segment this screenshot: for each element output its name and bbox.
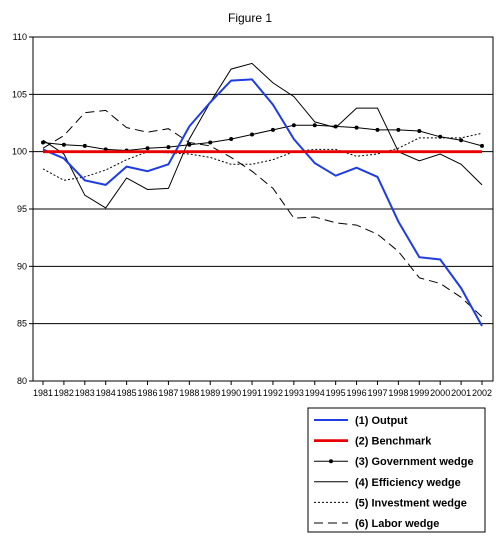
x-tick-label: 1986 xyxy=(138,388,158,398)
x-tick-label: 1997 xyxy=(367,388,387,398)
x-tick-label: 1991 xyxy=(242,388,262,398)
x-tick-label: 1995 xyxy=(326,388,346,398)
x-tick-label: 1987 xyxy=(158,388,178,398)
x-tick-label: 1990 xyxy=(221,388,241,398)
legend-box xyxy=(307,407,486,533)
series-3-point xyxy=(82,143,87,148)
x-tick-label: 1992 xyxy=(263,388,283,398)
x-tick-label: 2000 xyxy=(430,388,450,398)
series-line-5 xyxy=(42,132,483,181)
x-tick-label: 1994 xyxy=(305,388,325,398)
legend: (1) Output (2) Benchmark (3) Government we… xyxy=(307,407,486,533)
x-tick-label: 1985 xyxy=(117,388,137,398)
y-tick-label: 80 xyxy=(17,376,27,386)
x-axis: 1981 1982 1983 1984 1985 1986 1987 1988 1989 1990… xyxy=(33,381,492,398)
series-3-point xyxy=(250,132,255,137)
series-lines xyxy=(41,62,484,327)
legend-label: (6) Labor wedge xyxy=(355,518,439,530)
series-line-6 xyxy=(42,109,483,318)
x-tick-label: 1999 xyxy=(409,388,429,398)
series-3-point xyxy=(333,124,338,129)
series-3-point xyxy=(354,125,359,130)
series-3-point xyxy=(41,140,45,145)
legend-label: (2) Benchmark xyxy=(355,436,432,448)
series-3-point xyxy=(187,142,192,147)
series-line-3 xyxy=(42,124,483,152)
x-tick-label: 1988 xyxy=(179,388,199,398)
y-tick-label: 105 xyxy=(12,89,27,99)
y-tick-label: 90 xyxy=(17,261,27,271)
series-3-point xyxy=(229,137,234,142)
series-3-point xyxy=(480,143,484,148)
series-3-point xyxy=(396,127,401,132)
series-3-point xyxy=(270,127,275,132)
x-tick-label: 2001 xyxy=(451,388,471,398)
series-3-point xyxy=(375,127,380,132)
x-tick-label: 1982 xyxy=(54,388,74,398)
series-3-point xyxy=(166,145,171,150)
series-line-4 xyxy=(42,62,483,209)
y-tick-label: 85 xyxy=(17,319,27,329)
series-line-1 xyxy=(42,78,483,327)
x-tick-label: 1998 xyxy=(388,388,408,398)
gridlines xyxy=(32,36,494,382)
y-tick-label: 110 xyxy=(13,32,27,42)
legend-label: (4) Efficiency wedge xyxy=(355,477,461,489)
x-tick-label: 1984 xyxy=(96,388,116,398)
series-3-point xyxy=(438,134,443,139)
x-tick-label: 2002 xyxy=(472,388,492,398)
x-tick-label: 1989 xyxy=(200,388,220,398)
legend-label: (3) Government wedge xyxy=(355,456,474,468)
y-tick-label: 95 xyxy=(17,204,27,214)
series-3-point xyxy=(208,140,213,145)
y-tick-label: 100 xyxy=(12,147,27,157)
x-tick-label: 1996 xyxy=(347,388,367,398)
legend-label: (1) Output xyxy=(355,415,408,427)
legend-label: (5) Investment wedge xyxy=(355,497,467,509)
x-tick-label: 1983 xyxy=(75,388,95,398)
series-3-point xyxy=(417,129,422,134)
series-3-point xyxy=(312,123,317,128)
x-tick-label: 1981 xyxy=(33,388,53,398)
series-3-point xyxy=(145,146,150,151)
series-3-point xyxy=(291,123,296,128)
chart-title: Figure 1 xyxy=(228,11,272,25)
series-3-point xyxy=(459,138,464,143)
y-axis: 80 85 90 95 100 105 110 xyxy=(12,32,33,386)
legend-swatch-marker xyxy=(329,459,333,464)
x-tick-label: 1993 xyxy=(284,388,304,398)
series-3-point xyxy=(61,142,66,147)
